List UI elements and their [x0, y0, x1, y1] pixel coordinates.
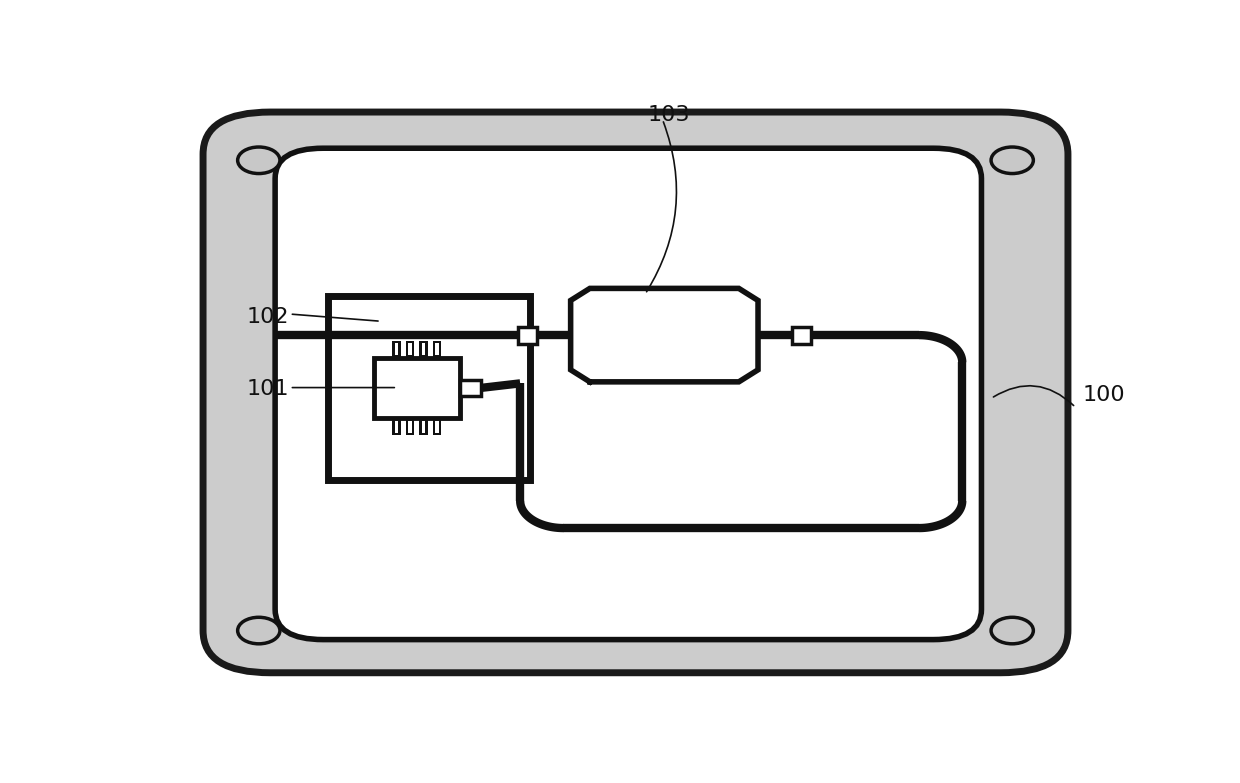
Bar	[373, 358, 460, 418]
Circle shape	[238, 617, 280, 644]
Circle shape	[238, 147, 280, 174]
Bar	[405, 418, 414, 435]
Bar	[419, 341, 428, 358]
Bar	[392, 341, 401, 358]
Bar	[435, 420, 439, 433]
Bar	[327, 296, 529, 480]
FancyBboxPatch shape	[275, 148, 982, 640]
Bar	[460, 380, 481, 395]
FancyBboxPatch shape	[203, 112, 1068, 673]
Bar	[405, 341, 414, 358]
Text: 103: 103	[647, 105, 691, 125]
Bar	[433, 341, 441, 358]
Text: 102: 102	[247, 307, 290, 327]
Bar	[433, 418, 441, 435]
Bar	[392, 418, 401, 435]
Text: 101: 101	[247, 380, 290, 399]
Text: 100: 100	[1083, 385, 1125, 406]
Bar	[422, 420, 425, 433]
Circle shape	[991, 617, 1033, 644]
Bar	[394, 342, 398, 355]
Bar	[422, 342, 425, 355]
Bar	[408, 342, 412, 355]
Bar	[791, 327, 811, 344]
Bar	[394, 420, 398, 433]
Circle shape	[991, 147, 1033, 174]
Bar	[518, 327, 537, 344]
Bar	[408, 420, 412, 433]
Polygon shape	[570, 288, 758, 382]
Bar	[419, 418, 428, 435]
Bar	[435, 342, 439, 355]
